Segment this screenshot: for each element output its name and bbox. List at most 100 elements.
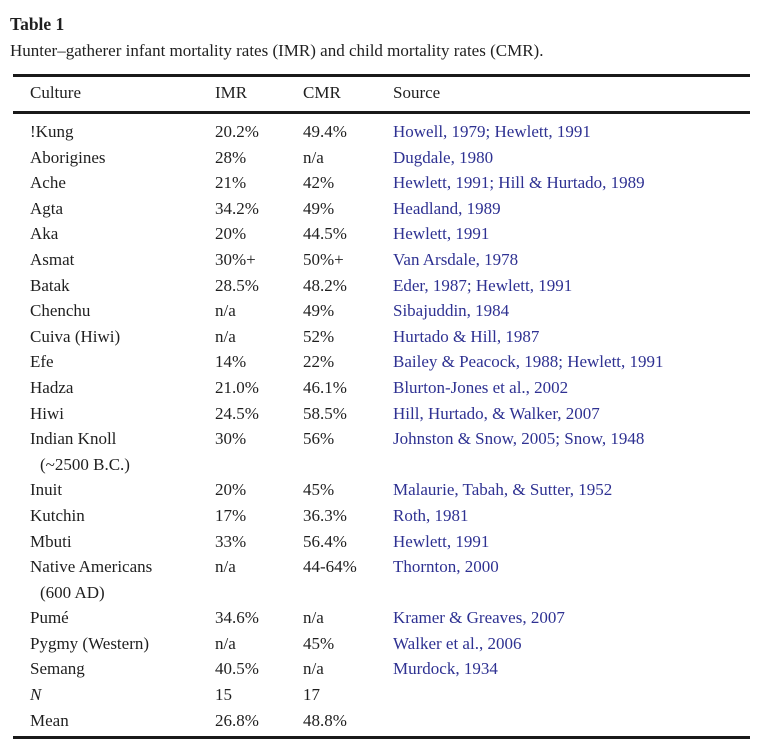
imr-cell: n/a (215, 633, 236, 653)
culture-cell: Cuiva (Hiwi) (13, 324, 215, 350)
source-citation-link[interactable]: Kramer & Greaves, 2007 (393, 608, 565, 628)
imr-cell: 20% (215, 480, 247, 500)
column-header-imr: IMR (215, 75, 303, 114)
culture-name: Hiwi (30, 403, 64, 423)
culture-name: Aborigines (30, 147, 106, 167)
culture-name: Pygmy (Western) (30, 633, 150, 653)
cmr-cell: 58.5% (303, 403, 347, 423)
source-cell: Johnston & Snow, 2005; Snow, 1948 (393, 426, 750, 477)
imr-cell: 34.6% (215, 608, 259, 628)
culture-cell: Aborigines (13, 145, 215, 171)
source-citation-link[interactable]: Murdock, 1934 (393, 659, 498, 679)
source-citation-link[interactable]: Hurtado & Hill, 1987 (393, 326, 540, 346)
culture-cell: !Kung (13, 113, 215, 145)
table-row: Pumé 34.6% n/a Kramer & Greaves, 2007 (13, 605, 750, 631)
imr-cell: 34.2% (215, 198, 259, 218)
culture-cell: Semang (13, 656, 215, 682)
culture-cell: Indian Knoll (~2500 B.C.) (13, 426, 215, 477)
source-citation-link[interactable]: Hewlett, 1991 (393, 224, 490, 244)
table-row: Native Americans (600 AD) n/a 44-64% Thornto… (13, 554, 750, 605)
culture-name: Ache (30, 173, 66, 193)
imr-cell: 21.0% (215, 377, 259, 397)
source-cell: Eder, 1987; Hewlett, 1991 (393, 273, 750, 299)
culture-name: Efe (30, 352, 54, 372)
table-row: Asmat 30%+ 50%+ Van Arsdale, 1978 (13, 247, 750, 273)
imr-cell: 24.5% (215, 403, 259, 423)
culture-name: Mbuti (30, 531, 72, 551)
cmr-cell: n/a (303, 659, 324, 679)
culture-name: Indian Knoll (30, 429, 117, 449)
source-cell (393, 682, 750, 708)
header-row: Culture IMR CMR Source (13, 75, 750, 114)
source-citation-link[interactable]: Thornton, 2000 (393, 557, 499, 577)
cmr-cell: n/a (303, 608, 324, 628)
imr-cell: 40.5% (215, 659, 259, 679)
table-body: !Kung 20.2% 49.4% Howell, 1979; Hewlett, 19… (13, 113, 750, 738)
source-citation-link[interactable]: Howell, 1979; Hewlett, 1991 (393, 122, 591, 141)
table-row: Mean 26.8% 48.8% (13, 708, 750, 738)
source-cell: Hewlett, 1991 (393, 221, 750, 247)
culture-cell: Chenchu (13, 298, 215, 324)
culture-name: Agta (30, 198, 64, 218)
cmr-cell: 49% (303, 198, 335, 218)
culture-name: Hadza (30, 377, 74, 397)
source-cell: Bailey & Peacock, 1988; Hewlett, 1991 (393, 349, 750, 375)
cmr-cell: 48.8% (303, 710, 347, 730)
cmr-cell: 49.4% (303, 122, 347, 141)
source-citation-link[interactable]: Walker et al., 2006 (393, 633, 522, 653)
culture-cell: Hadza (13, 375, 215, 401)
culture-name: Chenchu (30, 301, 91, 321)
source-cell: Roth, 1981 (393, 503, 750, 529)
source-cell: Hurtado & Hill, 1987 (393, 324, 750, 350)
culture-name: Inuit (30, 480, 63, 500)
cmr-cell: 46.1% (303, 377, 347, 397)
imr-cell: 17% (215, 505, 247, 525)
source-cell: Hewlett, 1991 (393, 529, 750, 555)
source-citation-link[interactable]: Hill, Hurtado, & Walker, 2007 (393, 403, 600, 423)
mortality-table: Culture IMR CMR Source !Kung 20.2% 49.4% Ho… (13, 74, 750, 740)
source-citation-link[interactable]: Van Arsdale, 1978 (393, 249, 519, 269)
culture-cell: Pygmy (Western) (13, 631, 215, 657)
culture-cell: Ache (13, 170, 215, 196)
table-row: Chenchu n/a 49% Sibajuddin, 1984 (13, 298, 750, 324)
cmr-cell: 49% (303, 301, 335, 321)
cmr-cell: 17 (303, 685, 320, 705)
culture-name: Aka (30, 224, 59, 244)
imr-cell: 33% (215, 531, 247, 551)
culture-cell: Asmat (13, 247, 215, 273)
cmr-cell: 48.2% (303, 275, 347, 295)
table-row: N 15 17 (13, 682, 750, 708)
cmr-cell: 45% (303, 633, 335, 653)
imr-cell: 15 (215, 685, 232, 705)
table-row: Efe 14% 22% Bailey & Peacock, 1988; Hewlett… (13, 349, 750, 375)
source-citation-link[interactable]: Johnston & Snow, 2005; Snow, 1948 (393, 429, 645, 449)
table-row: Agta 34.2% 49% Headland, 1989 (13, 196, 750, 222)
imr-cell: 20% (215, 224, 247, 244)
source-citation-link[interactable]: Sibajuddin, 1984 (393, 301, 510, 321)
source-citation-link[interactable]: Bailey & Peacock, 1988; Hewlett, 1991 (393, 352, 664, 372)
source-citation-link[interactable]: Hewlett, 1991 (393, 531, 490, 551)
source-citation-link[interactable]: Roth, 1981 (393, 505, 469, 525)
imr-cell: n/a (215, 301, 236, 321)
source-citation-link[interactable]: Headland, 1989 (393, 198, 501, 218)
cmr-cell: 56% (303, 429, 335, 449)
culture-cell: Kutchin (13, 503, 215, 529)
cmr-cell: 42% (303, 173, 335, 193)
culture-cell: Inuit (13, 477, 215, 503)
table-row: Indian Knoll (~2500 B.C.) 30% 56% Johnston &… (13, 426, 750, 477)
culture-cell: Mbuti (13, 529, 215, 555)
source-cell: Malaurie, Tabah, & Sutter, 1952 (393, 477, 750, 503)
source-citation-link[interactable]: Dugdale, 1980 (393, 147, 494, 167)
source-cell (393, 708, 750, 738)
source-cell: Howell, 1979; Hewlett, 1991 (393, 113, 750, 145)
source-citation-link[interactable]: Malaurie, Tabah, & Sutter, 1952 (393, 480, 613, 500)
source-cell: Murdock, 1934 (393, 656, 750, 682)
table-row: Pygmy (Western) n/a 45% Walker et al., 2006 (13, 631, 750, 657)
imr-cell: 28.5% (215, 275, 259, 295)
table-caption: Hunter–gatherer infant mortality rates (… (10, 41, 544, 60)
source-citation-link[interactable]: Blurton-Jones et al., 2002 (393, 377, 569, 397)
imr-cell: 28% (215, 147, 247, 167)
source-citation-link[interactable]: Eder, 1987; Hewlett, 1991 (393, 275, 573, 295)
source-citation-link[interactable]: Hewlett, 1991; Hill & Hurtado, 1989 (393, 173, 645, 193)
imr-cell: n/a (215, 557, 236, 577)
